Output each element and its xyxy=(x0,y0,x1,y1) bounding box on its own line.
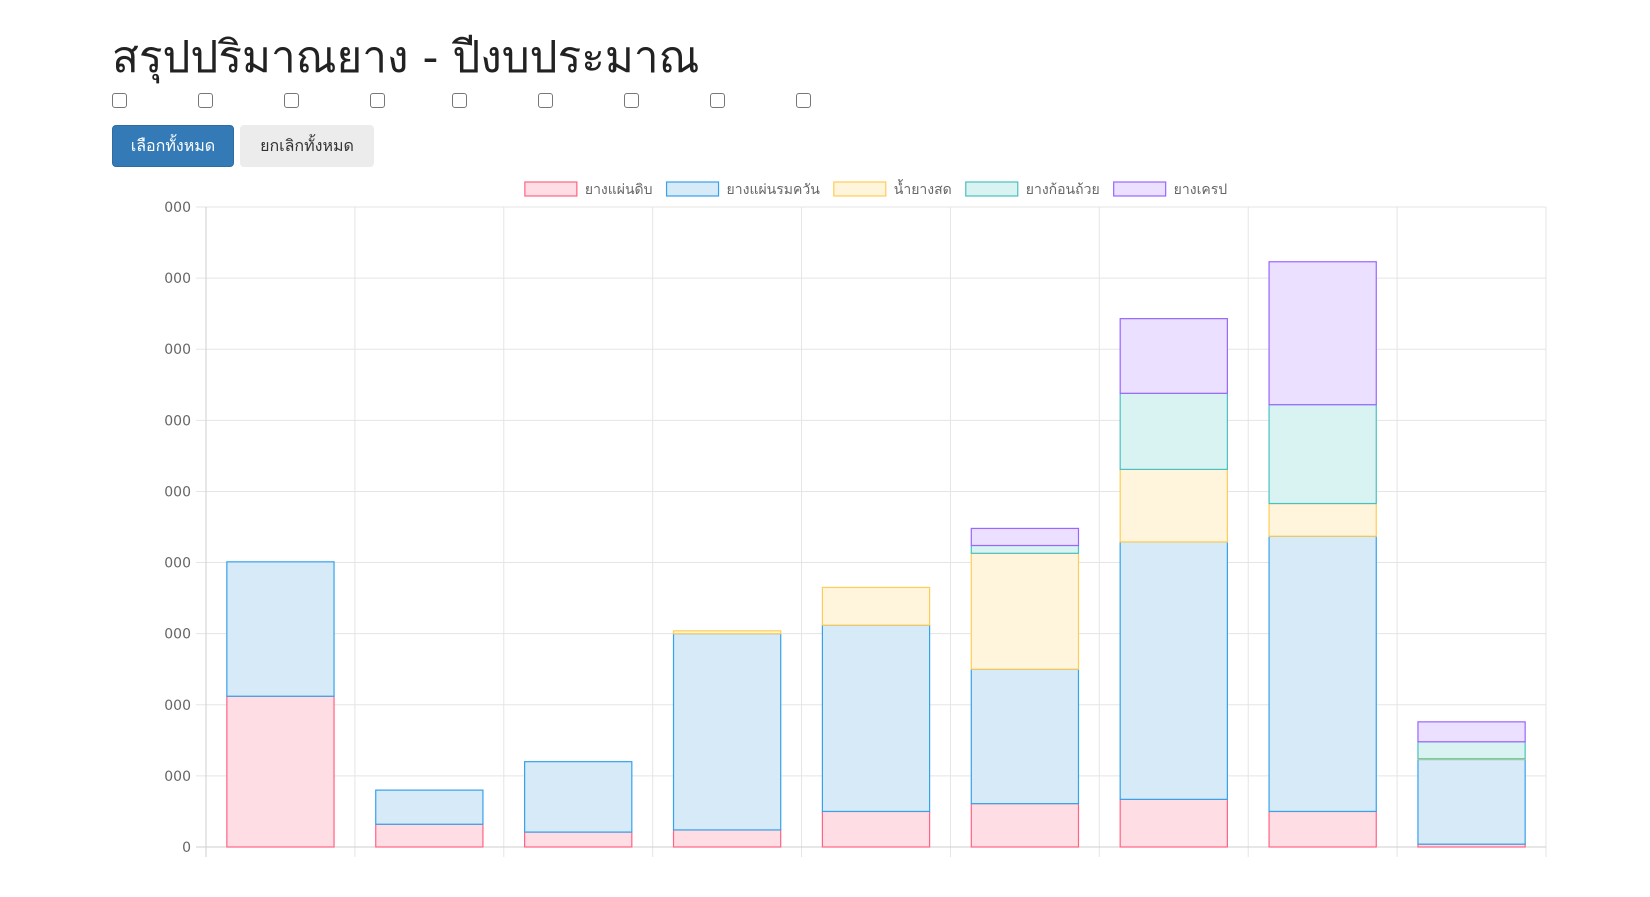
bar-segment xyxy=(1268,535,1377,813)
bar-segment xyxy=(970,552,1080,670)
filter-checkbox-4[interactable] xyxy=(370,93,385,108)
y-tick-label: 000 xyxy=(164,556,191,572)
bar-segment xyxy=(1119,798,1228,848)
bar-segment xyxy=(1268,261,1377,406)
bar-segment xyxy=(821,810,931,848)
filter-checkbox-7[interactable] xyxy=(624,93,639,108)
legend-label: ยางแผ่นดิบ xyxy=(585,182,653,198)
filter-checkbox-6[interactable] xyxy=(538,93,553,108)
filter-checkbox-1[interactable] xyxy=(112,93,127,108)
bar-segment xyxy=(970,803,1080,848)
filter-checkbox-3[interactable] xyxy=(284,93,299,108)
bar-segment xyxy=(1119,392,1228,471)
legend-label: ยางเครป xyxy=(1174,182,1228,198)
bar-segment xyxy=(672,633,782,831)
y-tick-label: 000 xyxy=(164,413,191,429)
bar-segment xyxy=(970,527,1080,547)
bar-segment xyxy=(970,544,1080,554)
bar-segment xyxy=(524,761,633,833)
legend-swatch xyxy=(833,181,887,197)
legend-swatch xyxy=(965,181,1019,197)
select-all-button[interactable]: เลือกทั้งหมด xyxy=(112,125,234,167)
bar-segment xyxy=(1417,721,1526,743)
bar-segment xyxy=(821,586,931,626)
legend-swatch xyxy=(524,181,578,197)
legend-label: น้ำยางสด xyxy=(894,179,952,198)
bar-segment xyxy=(970,668,1080,805)
y-tick-label: 000 xyxy=(164,484,191,500)
bar-segment xyxy=(226,561,335,697)
filter-checkbox-8[interactable] xyxy=(710,93,725,108)
y-tick-label: 000 xyxy=(164,200,191,216)
bar-segment xyxy=(375,789,484,825)
bar-segment xyxy=(524,831,633,848)
bar-segment xyxy=(1268,404,1377,505)
y-tick-label: 000 xyxy=(164,342,191,358)
legend-label: ยางแผ่นรมควัน xyxy=(727,182,821,198)
bar-segment xyxy=(1119,541,1228,800)
bar-segment xyxy=(672,630,782,635)
y-tick-label: 000 xyxy=(164,271,191,287)
y-tick-label: 0 xyxy=(182,840,191,856)
deselect-all-button[interactable]: ยกเลิกทั้งหมด xyxy=(240,125,374,167)
bar-segment xyxy=(375,823,484,848)
filter-checkbox-5[interactable] xyxy=(452,93,467,108)
y-tick-label: 000 xyxy=(164,769,191,785)
bar-segment xyxy=(1417,758,1526,845)
page-title: สรุปปริมาณยาง - ปีงบประมาณ xyxy=(112,32,700,83)
bar-segment xyxy=(1268,810,1377,848)
bar-segment xyxy=(672,829,782,848)
filter-checkbox-2[interactable] xyxy=(198,93,213,108)
bar-segment xyxy=(1268,502,1377,537)
bar-segment xyxy=(821,624,931,813)
bar-segment xyxy=(1119,468,1228,543)
y-tick-label: 000 xyxy=(164,627,191,643)
legend-swatch xyxy=(665,181,720,197)
y-tick-label: 000 xyxy=(164,698,191,714)
legend-swatch xyxy=(1113,181,1167,197)
legend-label: ยางก้อนถ้วย xyxy=(1026,182,1100,198)
bar-segment xyxy=(226,695,335,848)
filter-checkbox-9[interactable] xyxy=(796,93,811,108)
bar-segment xyxy=(1417,741,1526,760)
bar-segment xyxy=(1119,318,1228,394)
